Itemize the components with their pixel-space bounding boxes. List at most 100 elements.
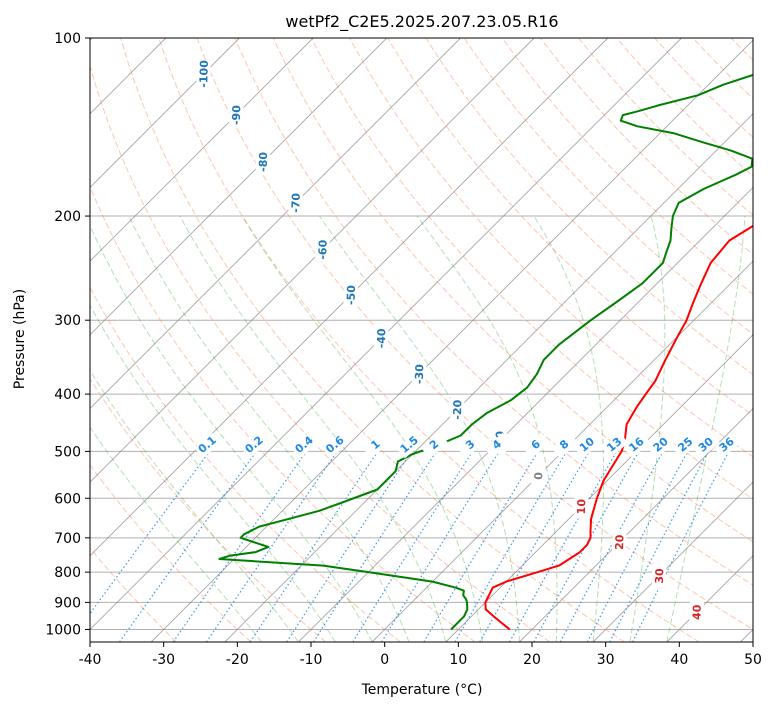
- mixing-ratio-line: [632, 451, 730, 642]
- temperature-trace: [484, 224, 753, 631]
- y-tick-label: 800: [54, 565, 81, 581]
- isotherm-label-bg: [343, 282, 359, 308]
- mixing-ratio-label-bg: [648, 432, 675, 459]
- mixing-ratio-line: [559, 451, 664, 642]
- mixing-ratio-label-bg: [194, 432, 222, 459]
- plot-frame: [89, 37, 754, 643]
- mixing-ratio-line: [172, 451, 307, 642]
- isotherm-line: [592, 481, 753, 642]
- isotherm-label-bg: [228, 102, 244, 128]
- dry-adiabat-line: [425, 38, 753, 376]
- isotherm-label: 40: [690, 604, 703, 620]
- mixing-ratio-label-bg: [362, 432, 390, 459]
- isotherm-label-bg: [449, 397, 465, 422]
- dewpoint-trace: [218, 73, 753, 631]
- isotherm-line: [371, 260, 753, 642]
- moist-adiabat-line: [179, 215, 447, 642]
- y-tick-label: 300: [54, 313, 81, 329]
- isotherm-label: -100: [197, 60, 211, 88]
- isotherm-line: [90, 38, 535, 483]
- y-tick-label: 700: [54, 531, 81, 547]
- x-tick-label: -20: [226, 652, 249, 668]
- mixing-ratio-label-bg: [693, 432, 720, 459]
- x-tick-label: -10: [300, 652, 323, 668]
- x-tick-label: -40: [79, 652, 102, 668]
- dry-adiabat-line: [387, 38, 753, 417]
- isotherm-line: [90, 38, 240, 189]
- isotherm-label: -60: [316, 239, 330, 260]
- isotherm-label: -30: [413, 364, 427, 385]
- y-tick-label: 600: [54, 491, 81, 507]
- moist-adiabat-line: [90, 304, 336, 642]
- mixing-ratio-label-bg: [623, 432, 651, 459]
- x-axis-title: Temperature (°C): [361, 682, 483, 698]
- mixing-ratio-line: [509, 451, 618, 642]
- isotherm-label: -80: [257, 151, 271, 172]
- isotherm-label: 10: [575, 499, 588, 515]
- moist-adiabat-line: [128, 215, 410, 642]
- y-tick-label: 200: [54, 209, 81, 225]
- moist-adiabat-line: [416, 215, 558, 642]
- mixing-ratio-line: [381, 451, 500, 642]
- x-tick-label: -30: [152, 652, 175, 668]
- isotherm-label-bg: [611, 530, 627, 555]
- mixing-ratio-label-bg: [601, 432, 629, 459]
- mixing-ratio-label-bg: [421, 432, 449, 459]
- dry-adiabat-line: [120, 38, 625, 642]
- dry-adiabat-line: [90, 547, 177, 642]
- y-tick-label: 500: [54, 444, 81, 460]
- isotherm-label-bg: [315, 237, 330, 262]
- mixing-ratio-line: [205, 451, 338, 642]
- moist-adiabat-line: [319, 215, 520, 642]
- mixing-ratio-label-bg: [396, 432, 424, 459]
- isotherm-label-bg: [196, 61, 211, 87]
- isotherm-label: -20: [451, 399, 465, 420]
- dry-adiabat-line: [272, 38, 753, 543]
- moist-adiabat-line: [241, 215, 484, 642]
- dry-adiabat-line: [90, 185, 476, 642]
- mixing-ratio-line: [119, 451, 257, 642]
- dry-adiabat-line: [90, 286, 401, 642]
- chart-title: wetPf2_C2E5.2025.207.23.05.R16: [285, 12, 558, 32]
- mixing-ratio-line: [312, 451, 437, 642]
- dry-adiabat-line: [90, 377, 327, 642]
- isotherm-label-bg: [651, 563, 667, 589]
- mixing-ratio-line: [286, 451, 413, 642]
- x-tick-label: 10: [449, 652, 467, 668]
- isotherm-line: [298, 186, 753, 642]
- isotherm-line: [90, 38, 314, 262]
- dry-adiabat-line: [90, 64, 551, 642]
- y-tick-label: 400: [54, 387, 81, 403]
- mixing-ratio-line: [249, 451, 379, 642]
- dry-adiabat-line: [158, 38, 700, 642]
- y-tick-label: 100: [54, 31, 81, 47]
- isotherm-label: 0: [532, 472, 545, 480]
- mixing-ratio-label-bg: [523, 432, 550, 459]
- x-tick-label: 0: [380, 652, 389, 668]
- mixing-ratio-line: [90, 451, 211, 615]
- moist-adiabat-line: [666, 215, 746, 642]
- mixing-ratio-label-bg: [484, 432, 511, 459]
- isotherm-line: [445, 334, 753, 642]
- mixing-ratio-line: [533, 451, 640, 642]
- isotherm-label: -70: [289, 192, 303, 213]
- moist-adiabat-line: [90, 369, 299, 642]
- x-tick-label: 20: [523, 652, 541, 668]
- plot-area: -100-90-80-70-60-50-40-30-20-10010203040…: [45, 31, 762, 668]
- isotherm-label-bg: [255, 149, 271, 175]
- mixing-ratio-label-bg: [457, 432, 485, 459]
- isotherm-line: [90, 38, 461, 410]
- moist-adiabat-line: [533, 215, 605, 642]
- moist-adiabat-line: [629, 215, 666, 642]
- mixing-ratio-label-bg: [574, 432, 602, 459]
- isotherm-line: [224, 113, 753, 642]
- mixing-ratio-label-bg: [241, 432, 269, 459]
- mixing-ratio-label-bg: [672, 432, 700, 459]
- isotherm-label: -40: [375, 328, 389, 349]
- mixing-ratio-label-bg: [713, 432, 741, 459]
- y-tick-label: 900: [54, 595, 81, 611]
- y-axis-title: Pressure (hPa): [12, 289, 28, 389]
- isotherm-label: -50: [344, 285, 358, 306]
- isotherm-label-bg: [530, 463, 546, 489]
- isotherm-line: [90, 38, 388, 336]
